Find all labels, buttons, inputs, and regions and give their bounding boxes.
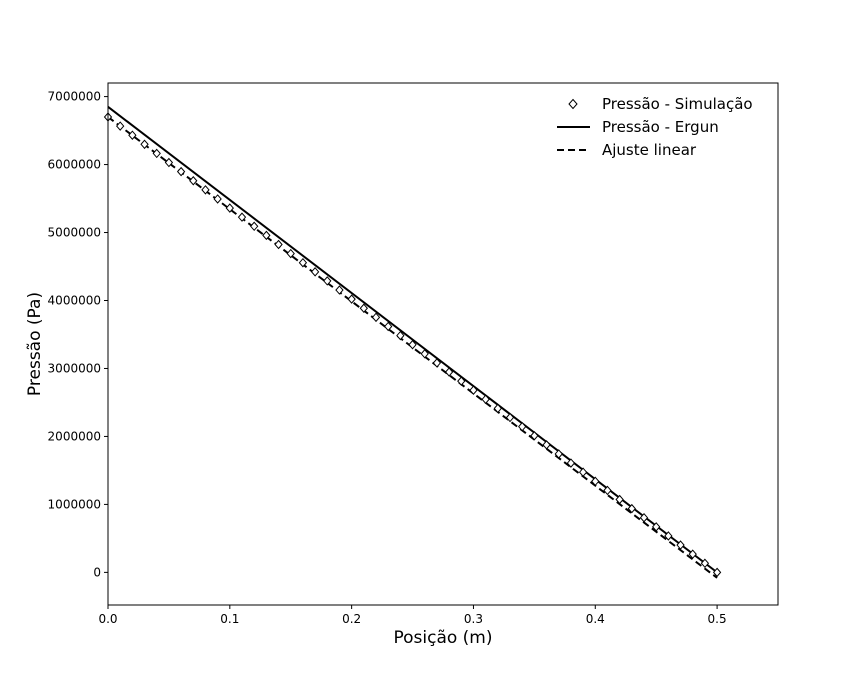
simulation-point [542,440,551,450]
y-tick-label: 7000000 [48,90,101,104]
x-axis-title: Posição (m) [393,628,492,648]
simulation-point [457,376,466,386]
x-axis: 0.0 0.1 0.2 0.3 0.4 0.5 [98,605,727,626]
x-tick-label: 0.2 [342,612,361,626]
simulation-point [152,148,161,159]
linear-fit-line [107,116,718,579]
simulation-point [140,139,149,150]
simulation-point [688,549,697,559]
ergun-line [107,105,718,574]
y-axis-title: Pressão (Pa) [25,292,45,396]
y-tick-label: 1000000 [48,497,101,511]
x-tick-label: 0.4 [586,612,605,626]
simulation-point [518,421,527,432]
simulation-point [615,494,624,505]
simulation-point [700,558,710,569]
x-tick-label: 0.3 [464,612,483,626]
simulation-point [432,358,442,368]
simulation-point [371,312,381,323]
simulation-point [712,567,722,578]
simulation-point [676,540,685,550]
simulation-point [262,230,271,241]
simulation-point [286,248,295,259]
simulation-point [639,512,649,523]
simulation-point [298,257,308,268]
simulation-point [201,185,210,195]
simulation-point [225,203,234,213]
simulation-point [505,412,515,423]
x-tick-label: 0.1 [220,612,239,626]
plot-frame [107,82,779,606]
legend-entry-ergun: Pressão - Ergun [557,118,719,136]
simulation-point [323,276,332,286]
simulation-point [335,285,344,295]
y-tick-label: 0 [93,565,101,579]
simulation-point [664,531,673,541]
simulation-point [444,367,454,377]
simulation-point [603,485,612,496]
legend-label-ergun: Pressão - Ergun [602,118,719,136]
x-tick-label: 0.5 [708,612,727,626]
simulation-point [164,157,174,168]
simulation-point [359,303,368,314]
simulation-point [493,403,502,414]
y-axis: 0 1000000 2000000 3000000 4000000 5000000 6000… [48,90,108,579]
simulation-point [213,194,222,204]
legend-entry-simulation: Pressão - Simulação [568,95,753,113]
simulation-point [237,212,247,222]
legend-entry-linear-fit: Ajuste linear [557,141,697,159]
simulation-point [189,175,198,186]
simulation-point [310,267,320,277]
y-tick-label: 4000000 [48,294,101,308]
simulation-point [384,321,393,332]
simulation-point [396,330,405,341]
simulation-point [591,476,600,487]
simulation-point [128,130,137,140]
legend-label-simulation: Pressão - Simulação [602,95,753,113]
simulation-point [627,503,636,514]
simulation-point [481,394,490,405]
simulation-point [554,449,563,459]
simulation-point [274,239,283,250]
legend-label-linear-fit: Ajuste linear [602,141,697,159]
simulation-point [566,458,576,468]
simulation-point [530,430,539,441]
simulation-point [176,166,186,177]
legend-diamond-marker-icon [568,98,578,110]
plot-marks [103,105,722,579]
simulation-point [347,294,356,304]
simulation-point [408,339,417,350]
y-tick-label: 6000000 [48,158,101,172]
simulation-point [116,121,125,131]
y-tick-label: 5000000 [48,226,101,240]
x-tick-label: 0.0 [98,612,117,626]
simulation-point [469,385,478,395]
legend: Pressão - Simulação Pressão - Ergun Ajus… [557,95,753,159]
simulation-point [652,522,661,532]
simulation-point [578,467,588,477]
simulation-point [250,221,259,232]
simulation-point [420,349,429,359]
y-tick-label: 3000000 [48,361,101,375]
y-tick-label: 2000000 [48,429,101,443]
